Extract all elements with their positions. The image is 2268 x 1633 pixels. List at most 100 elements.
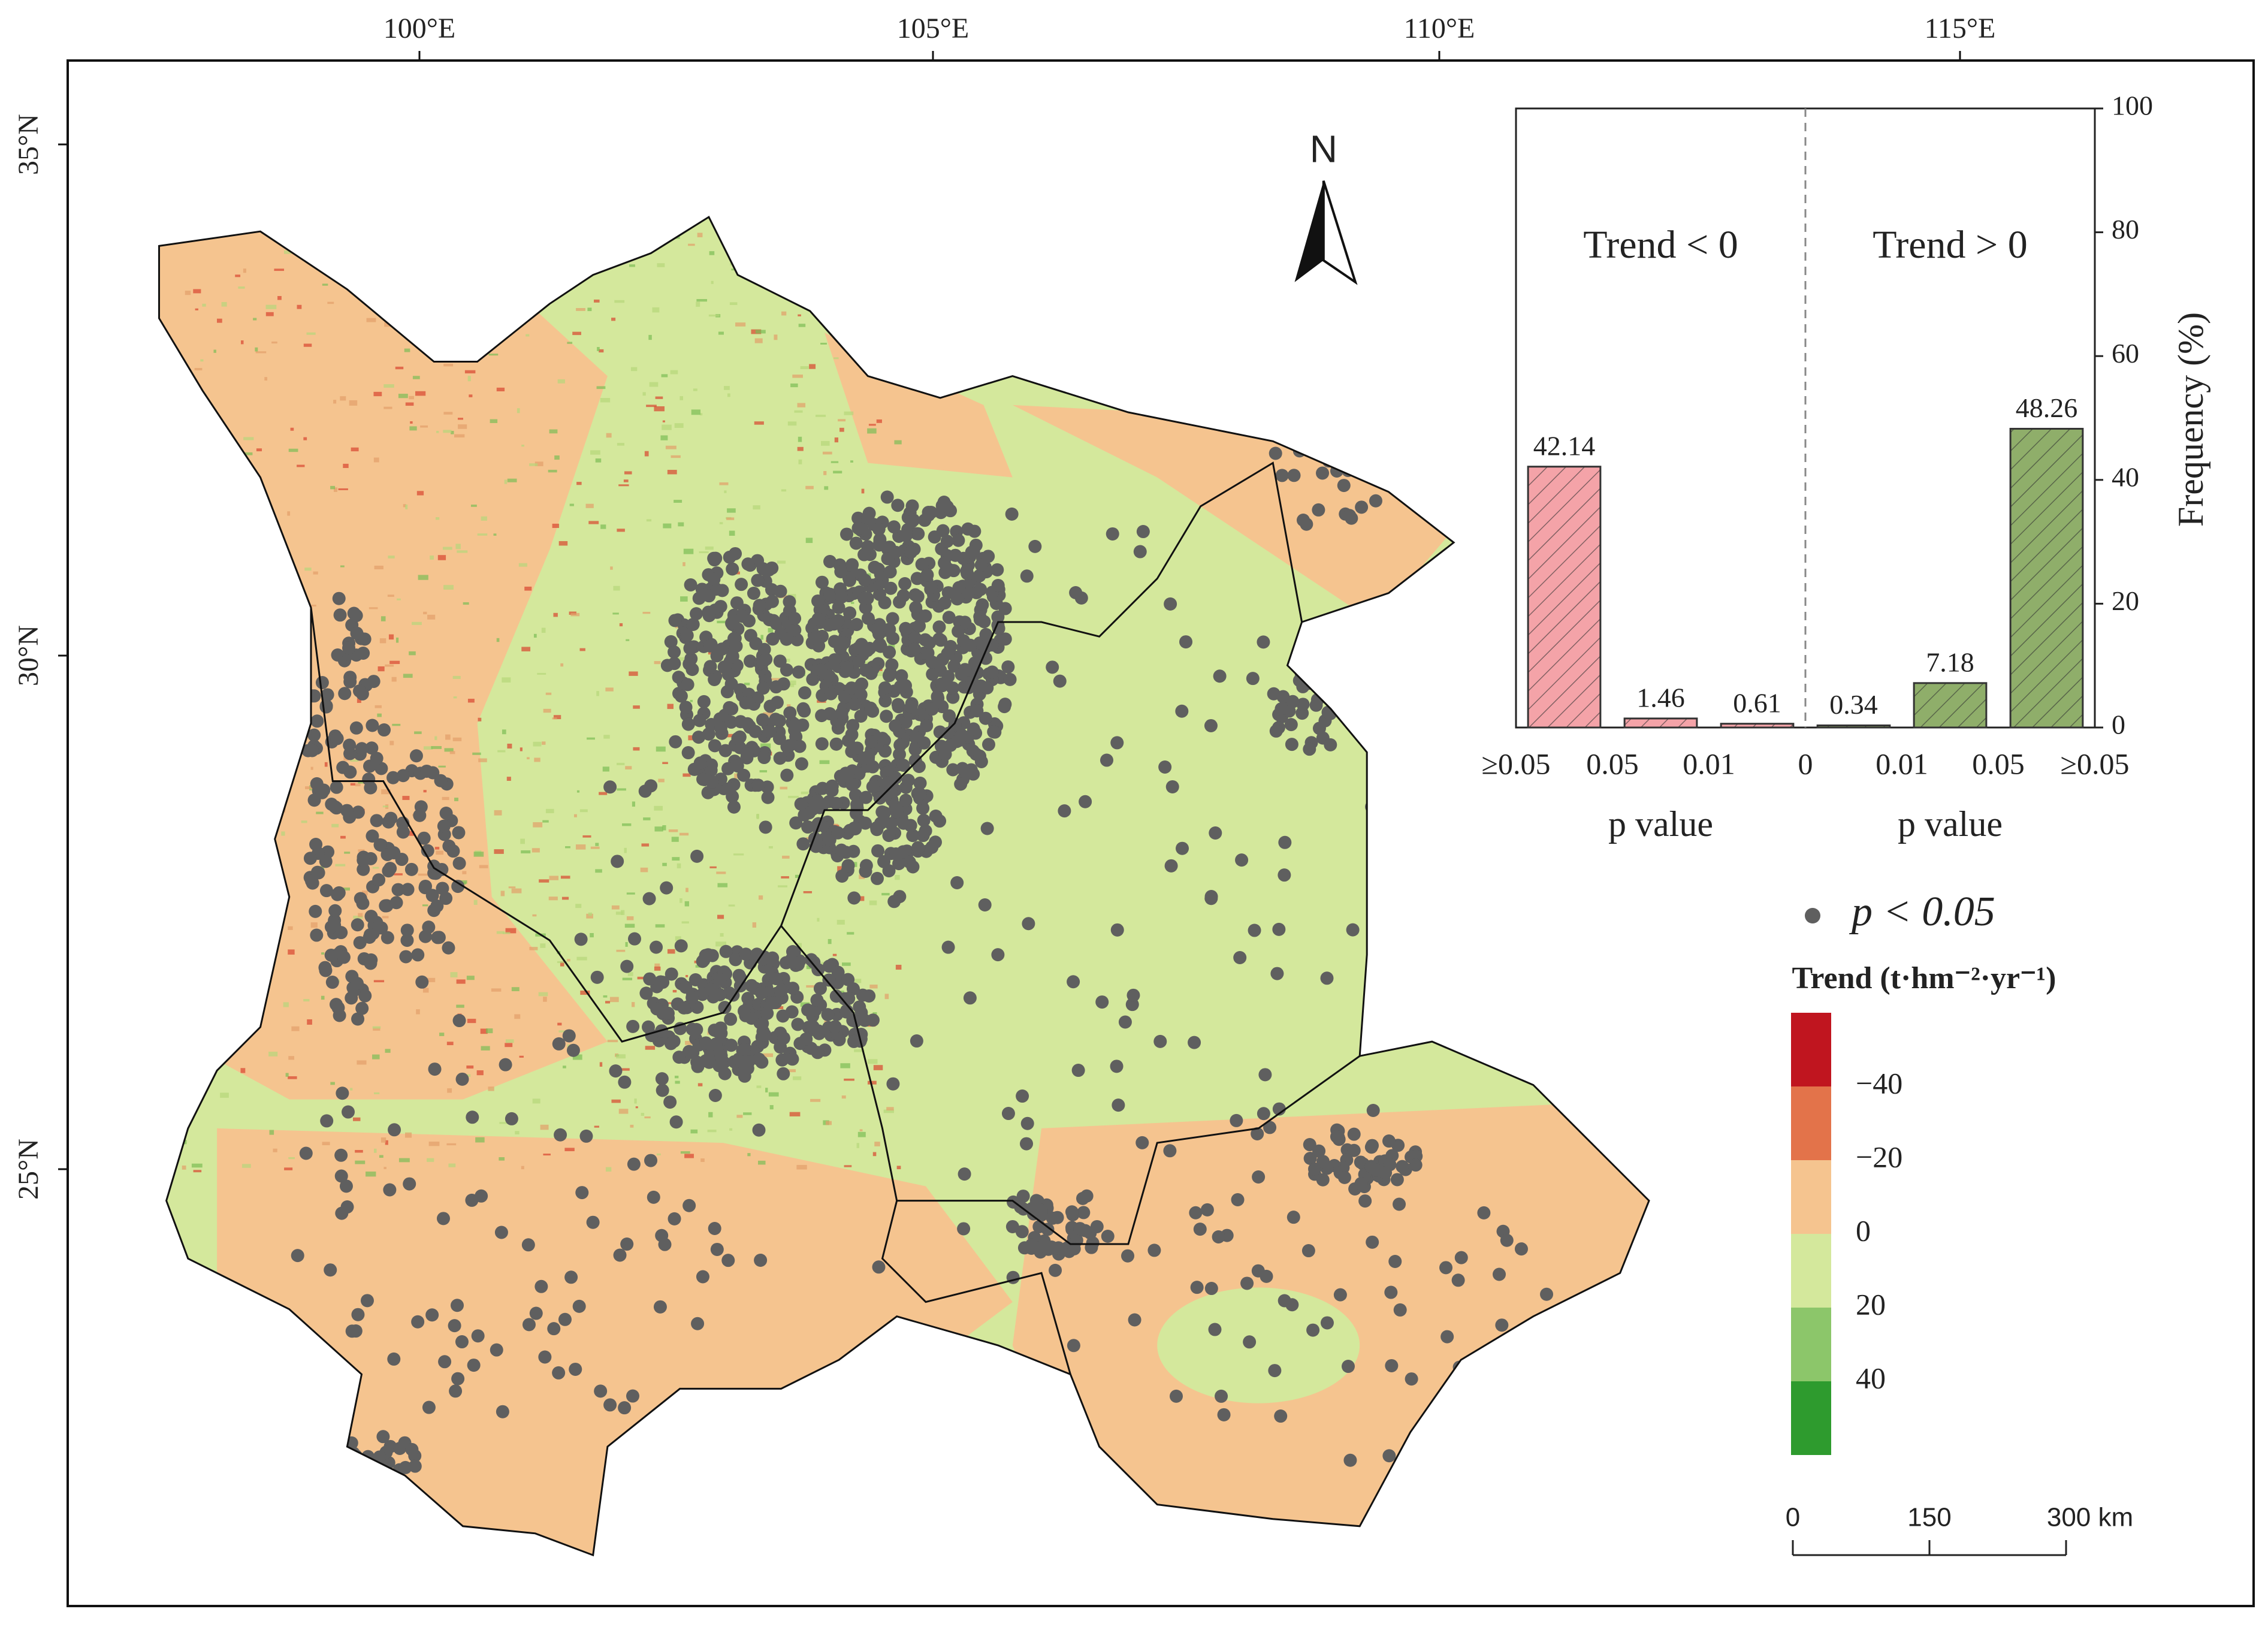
speckle	[457, 550, 468, 553]
point	[332, 591, 346, 605]
speckle	[813, 244, 816, 249]
speckle	[895, 875, 900, 880]
speckle	[810, 1098, 821, 1102]
speckle	[805, 538, 813, 544]
speckle	[416, 311, 424, 317]
speckle	[500, 891, 505, 897]
point	[801, 1003, 815, 1017]
point	[777, 1067, 790, 1080]
point	[655, 1072, 669, 1086]
point	[336, 1086, 349, 1100]
speckle	[603, 995, 608, 998]
speckle	[174, 524, 183, 527]
point	[1053, 674, 1067, 688]
speckle	[844, 411, 854, 415]
point	[1067, 1242, 1081, 1255]
speckle	[423, 611, 427, 615]
speckle	[626, 892, 635, 895]
point	[822, 973, 836, 987]
speckle	[344, 852, 351, 854]
speckle	[548, 897, 558, 901]
speckle	[671, 837, 679, 842]
speckle	[267, 866, 271, 868]
y-tick-label: 0	[2112, 710, 2125, 740]
point	[851, 521, 865, 535]
point	[466, 1110, 479, 1124]
speckle	[787, 421, 797, 426]
point	[946, 763, 960, 777]
point	[1200, 1203, 1214, 1217]
point	[699, 949, 712, 962]
speckle	[680, 596, 688, 602]
point	[1353, 448, 1367, 461]
speckle	[253, 731, 259, 735]
speckle	[573, 814, 577, 817]
point	[639, 986, 653, 1000]
point	[452, 1014, 466, 1028]
speckle	[567, 959, 570, 962]
speckle	[488, 1086, 494, 1091]
speckle	[654, 661, 661, 665]
point	[1308, 1162, 1322, 1176]
legend-label: 40	[1856, 1361, 1886, 1394]
north-arrow	[1294, 180, 1324, 282]
speckle	[549, 291, 560, 294]
speckle	[670, 370, 678, 375]
point	[303, 852, 317, 865]
point	[345, 1451, 358, 1465]
point	[345, 1324, 359, 1338]
speckle	[457, 418, 463, 420]
point	[871, 844, 885, 858]
point	[702, 727, 715, 741]
speckle	[499, 1157, 505, 1161]
speckle	[220, 1092, 229, 1098]
speckle	[832, 953, 837, 956]
point	[1523, 1321, 1537, 1335]
point	[1272, 922, 1286, 936]
point	[742, 1055, 756, 1069]
point	[436, 882, 449, 895]
point	[873, 535, 887, 548]
point	[674, 939, 688, 953]
value-label: 48.26	[2016, 393, 2078, 423]
point	[686, 617, 700, 631]
legend-label: 20	[1856, 1287, 1886, 1321]
value-label: 0.34	[1829, 689, 1878, 720]
point	[835, 869, 849, 883]
point	[1049, 1263, 1062, 1277]
speckle	[409, 396, 414, 400]
point	[413, 808, 427, 822]
speckle	[654, 406, 665, 412]
speckle	[645, 1046, 656, 1050]
speckle	[540, 233, 549, 236]
speckle	[681, 921, 689, 924]
speckle	[662, 424, 672, 430]
point	[685, 991, 699, 1004]
speckle	[883, 1109, 894, 1113]
speckle	[736, 255, 739, 259]
point	[829, 989, 843, 1003]
point	[866, 1013, 880, 1027]
speckle	[806, 985, 817, 988]
speckle	[361, 891, 368, 896]
speckle	[733, 853, 744, 856]
point	[759, 820, 772, 834]
speckle	[672, 989, 677, 993]
point	[422, 1400, 436, 1414]
point	[758, 1028, 772, 1042]
speckle	[454, 798, 458, 801]
speckle	[675, 936, 681, 941]
point	[857, 591, 871, 605]
speckle	[660, 435, 668, 440]
point	[856, 988, 869, 1002]
point	[708, 672, 721, 686]
speckle	[180, 800, 191, 803]
point	[1440, 1330, 1454, 1344]
speckle	[641, 843, 650, 847]
point	[838, 690, 851, 704]
point	[864, 701, 878, 715]
point	[893, 680, 907, 693]
trend-patch	[217, 1128, 1013, 1556]
point	[1101, 1230, 1115, 1243]
point	[1355, 500, 1369, 514]
